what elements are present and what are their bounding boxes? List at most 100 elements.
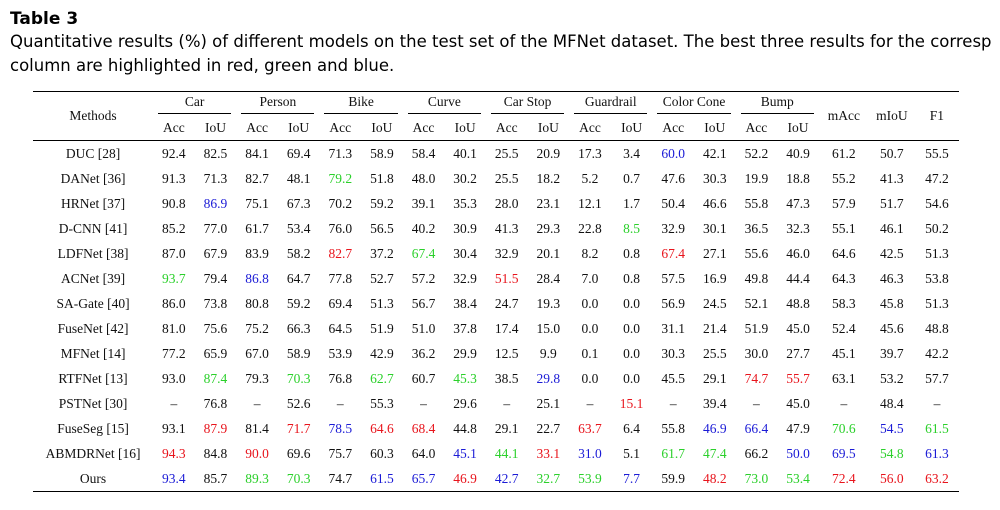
sub-header: IoU: [537, 119, 559, 135]
value-cell: 29.1: [494, 420, 519, 436]
value-cell: 69.4: [277, 140, 320, 166]
value-cell: 57.2: [411, 270, 436, 286]
value-cell: 56.9: [661, 295, 685, 311]
sub-header: Acc: [412, 119, 435, 135]
value-cell: 89.3: [236, 466, 278, 492]
value-cell: 60.7: [411, 370, 436, 386]
method-cell: PSTNet [30]: [58, 395, 128, 411]
value-cell: 81.4: [245, 420, 269, 436]
value-cell: 18.8: [786, 170, 810, 186]
group-header-label: Bump: [740, 94, 814, 114]
value-cell: 53.4: [286, 220, 311, 236]
value-cell: 75.1: [245, 195, 269, 211]
value-cell: 27.7: [786, 345, 810, 361]
table-row: PSTNet [30] – 76.8 – 52.6 – 55.3 – 29.6 – 25.1 – 15.…: [33, 391, 959, 416]
value-cell: 0.0: [623, 320, 641, 336]
group-header-label: Person: [241, 94, 315, 114]
value-cell: 85.7: [194, 466, 237, 492]
value-cell: 8.2: [581, 245, 599, 261]
value-cell: 61.2: [818, 140, 869, 166]
value-cell: 47.6: [661, 170, 685, 186]
group-header-label: Bike: [324, 94, 398, 114]
value-cell: 63.1: [832, 370, 856, 386]
value-cell: 29.3: [536, 220, 561, 236]
value-cell: 24.7: [494, 295, 519, 311]
value-cell: 44.4: [786, 270, 810, 286]
summary-header: mIoU: [868, 91, 915, 141]
value-cell: 20.1: [536, 245, 561, 261]
value-cell: 30.3: [702, 170, 727, 186]
value-cell: 48.1: [286, 170, 311, 186]
value-cell: 79.2: [328, 170, 353, 186]
group-header: Bike: [319, 91, 403, 116]
sub-header: Acc: [329, 119, 352, 135]
value-cell: –: [669, 395, 677, 411]
value-cell: 15.0: [536, 320, 561, 336]
value-cell: –: [933, 395, 941, 411]
value-cell: 42.9: [370, 345, 394, 361]
value-cell: 45.6: [880, 320, 904, 336]
value-cell: 39.1: [411, 195, 436, 211]
group-header: Car: [153, 91, 237, 116]
value-cell: 53.9: [328, 345, 353, 361]
value-cell: 93.0: [162, 370, 186, 386]
value-cell: 22.8: [578, 220, 602, 236]
value-cell: 39.7: [880, 345, 904, 361]
value-cell: 51.3: [370, 295, 394, 311]
caption-line-2: column are highlighted in red, green and…: [10, 56, 395, 75]
group-header: Color Cone: [652, 91, 736, 116]
value-cell: 66.4: [744, 420, 769, 436]
value-cell: 55.8: [661, 420, 685, 436]
value-cell: 70.6: [832, 420, 856, 436]
value-cell: 30.1: [702, 220, 727, 236]
value-cell: 29.8: [536, 370, 561, 386]
sub-header: IoU: [288, 119, 310, 135]
value-cell: 30.3: [661, 345, 685, 361]
value-cell: 92.4: [153, 140, 195, 166]
group-header: Curve: [402, 91, 486, 116]
value-cell: 48.0: [411, 170, 436, 186]
value-cell: 47.2: [925, 170, 949, 186]
value-cell: 77.8: [328, 270, 353, 286]
table-row: LDFNet [38] 87.0 67.9 83.9 58.2 82.7 37.2 67.4 3…: [33, 241, 959, 266]
value-cell: 44.1: [494, 445, 519, 461]
value-cell: 50.7: [868, 140, 915, 166]
header-sub-row: Acc IoU Acc IoU Acc IoU Acc IoU Acc IoU Acc IoU Acc I…: [33, 116, 959, 141]
value-cell: 66.3: [286, 320, 311, 336]
value-cell: 18.2: [536, 170, 561, 186]
value-cell: 0.0: [623, 295, 641, 311]
value-cell: 0.0: [581, 295, 599, 311]
value-cell: 0.0: [581, 320, 599, 336]
value-cell: 0.8: [623, 270, 641, 286]
value-cell: 76.8: [328, 370, 353, 386]
value-cell: 37.8: [453, 320, 477, 336]
value-cell: 71.3: [319, 140, 362, 166]
value-cell: 0.0: [623, 370, 641, 386]
value-cell: –: [503, 395, 511, 411]
value-cell: –: [753, 395, 760, 411]
table-row: DANet [36] 91.3 71.3 82.7 48.1 79.2 51.8 48.0 30…: [33, 166, 959, 191]
value-cell: 67.4: [411, 245, 436, 261]
group-header-label: Car: [158, 94, 232, 114]
value-cell: 77.0: [203, 220, 228, 236]
value-cell: 32.3: [786, 220, 810, 236]
caption-line-1: Quantitative results (%) of different mo…: [10, 32, 992, 51]
value-cell: 42.2: [925, 345, 949, 361]
value-cell: 45.0: [786, 320, 810, 336]
value-cell: 35.3: [453, 195, 477, 211]
value-cell: 91.3: [162, 170, 186, 186]
value-cell: 16.9: [702, 270, 727, 286]
value-cell: 54.8: [880, 445, 904, 461]
value-cell: 61.5: [361, 466, 403, 492]
value-cell: 94.3: [162, 445, 186, 461]
value-cell: 64.6: [832, 245, 856, 261]
value-cell: 41.3: [494, 220, 519, 236]
value-cell: 77.2: [162, 345, 186, 361]
value-cell: 31.0: [578, 445, 602, 461]
value-cell: 48.4: [880, 395, 904, 411]
value-cell: 71.3: [203, 170, 228, 186]
value-cell: 27.1: [702, 245, 727, 261]
value-cell: 25.5: [485, 140, 528, 166]
value-cell: 42.5: [880, 245, 904, 261]
value-cell: 55.2: [832, 170, 856, 186]
